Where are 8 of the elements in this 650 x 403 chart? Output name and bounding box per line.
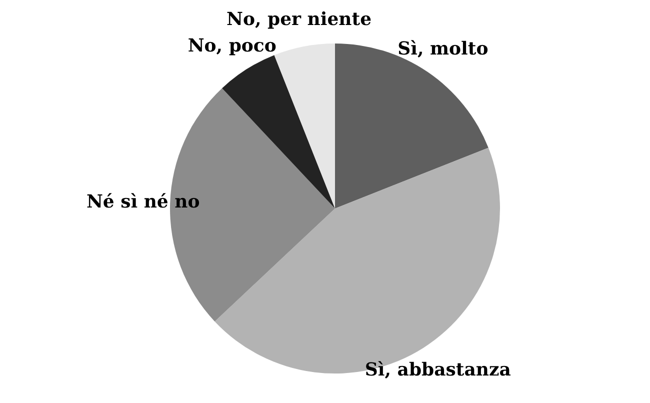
pie-slice xyxy=(274,44,335,208)
slice-label: No, poco xyxy=(188,35,276,56)
slice-label: Sì, molto xyxy=(398,38,488,60)
slice-label: Né sì né no xyxy=(86,191,200,212)
pie-slice xyxy=(170,88,335,322)
slice-label: Sì, abbastanza xyxy=(364,360,512,381)
pie-slice xyxy=(222,55,335,208)
slice-label: No, per niente xyxy=(226,8,372,30)
